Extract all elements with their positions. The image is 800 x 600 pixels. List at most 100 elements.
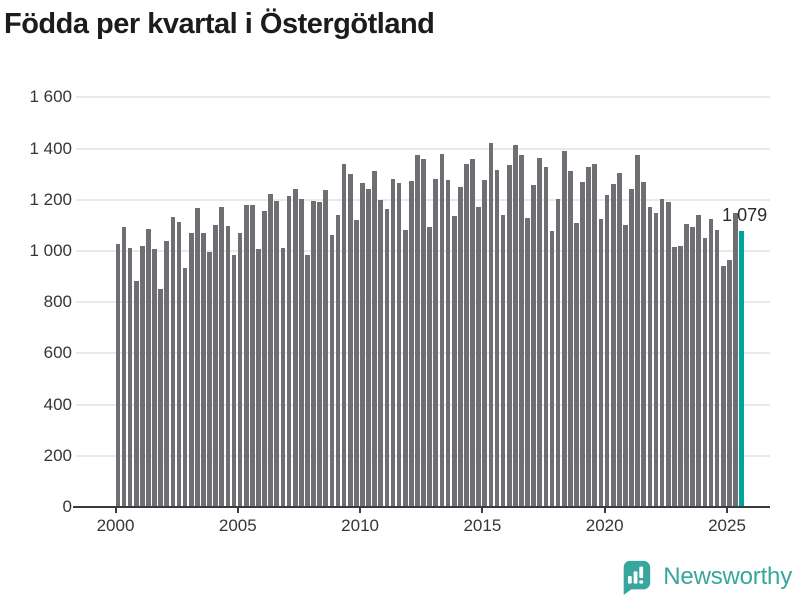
y-axis-tick-label: 1 600 [29,87,72,107]
bar [311,200,316,507]
bar [213,225,219,507]
x-axis-tick [114,508,117,513]
bar [470,159,475,507]
bar [390,178,396,507]
bar [531,184,536,507]
bar [690,226,695,507]
bar [500,215,506,507]
bar [139,245,145,507]
bar [684,224,689,507]
bar [427,227,433,507]
y-axis-tick-label: 1 000 [29,241,72,260]
bar [543,167,549,507]
x-axis-line [73,506,770,508]
chart-title: Födda per kvartal i Östergötland [4,8,435,40]
bar [586,166,592,507]
bar [396,183,402,507]
bar [402,230,408,507]
bar [237,232,243,507]
bar [671,247,677,507]
bar [549,231,555,507]
bar [262,210,267,507]
bar [659,198,665,507]
bar [317,201,322,507]
bar [176,221,182,507]
bar [623,225,628,507]
bar [201,232,206,507]
bar [292,188,298,507]
bar [519,155,524,507]
y-axis-tick-label: 600 [43,343,72,363]
bar [409,180,414,507]
bar [720,266,726,507]
bar [146,228,151,507]
bar [268,194,274,507]
bar [629,188,634,507]
bar [641,181,647,507]
y-axis-tick-label: 0 [62,497,72,516]
gridline [76,147,770,150]
bar [415,155,420,507]
y-axis-tick-label: 800 [43,292,72,312]
bar [451,216,457,507]
bar [182,267,188,507]
bar [188,232,194,507]
bar [537,157,543,507]
bar [164,240,170,507]
bar [592,164,598,507]
bar [372,170,378,507]
bar [714,230,720,507]
bar [464,164,469,507]
bar [445,179,451,507]
bar [298,199,304,507]
x-axis-tick-label: 2010 [341,516,380,535]
bar [678,245,683,507]
x-axis-tick [236,508,239,513]
newsworthy-wordmark: Newsworthy [663,563,792,590]
bar [555,199,561,507]
bar [494,170,500,507]
newsworthy-logo[interactable]: Newsworthy [619,559,792,595]
highlighted-bar [739,230,744,507]
bar [243,205,249,507]
x-axis-tick [726,508,728,513]
bar [256,248,261,507]
bar [115,243,121,507]
gridline [76,96,770,99]
bar [733,212,738,507]
x-axis-tick [603,508,606,513]
bar [610,183,616,507]
bar [696,215,702,507]
bar [194,207,200,507]
bar [647,206,653,507]
bar [353,219,359,507]
bar [488,143,494,507]
bar [433,178,439,507]
bar [207,251,212,507]
bar [568,171,573,507]
bar [250,205,255,507]
x-axis-tick [359,508,362,513]
bar [580,181,585,507]
bar [439,154,445,507]
bar [133,280,139,507]
bar [506,165,512,507]
bar [329,235,335,507]
bar [366,188,371,507]
bar [378,199,384,507]
x-axis-tick-label: 2015 [463,516,502,535]
bar [727,259,732,507]
bar [457,187,463,507]
x-axis-tick-label: 2000 [96,516,135,535]
bar [274,200,280,507]
bar [604,194,610,507]
bar [127,248,133,507]
bar [702,238,708,507]
bar [280,248,286,507]
bar [360,182,365,507]
bar [219,207,225,507]
bar [561,151,567,507]
bar [482,180,488,507]
bar [341,164,347,507]
